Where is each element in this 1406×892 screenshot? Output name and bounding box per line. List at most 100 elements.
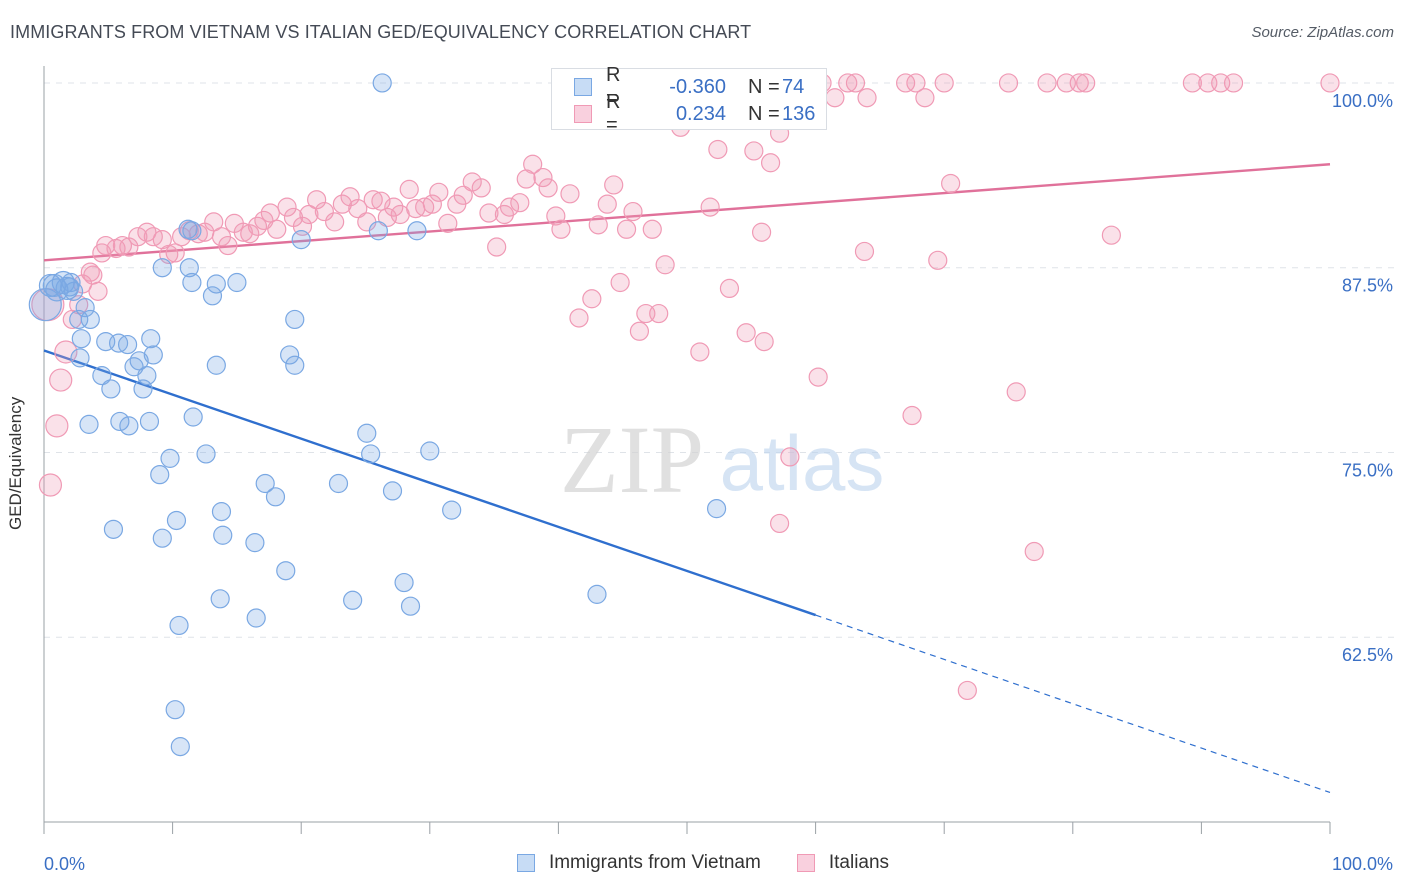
- series-legend: Immigrants from Vietnam Italians: [0, 852, 1406, 874]
- vietnam-point: [372, 73, 392, 93]
- italians-point: [487, 237, 507, 257]
- vietnam-point: [152, 258, 172, 278]
- italians-point: [629, 321, 650, 341]
- italians-point: [604, 175, 624, 195]
- italians-point: [128, 227, 148, 247]
- italians-point: [854, 241, 875, 262]
- vietnam-point: [227, 272, 247, 293]
- italians-point: [538, 178, 558, 198]
- vietnam-point: [706, 499, 727, 519]
- italians-point: [1024, 541, 1044, 562]
- italians-point: [233, 222, 253, 242]
- italians-point: [582, 289, 602, 309]
- italians-point: [45, 414, 69, 438]
- vietnam-point: [179, 258, 199, 278]
- italians-point: [751, 222, 772, 242]
- italians-point: [649, 303, 669, 324]
- data-points: [28, 73, 1340, 757]
- italians-point: [708, 139, 728, 160]
- italians-point: [340, 187, 360, 207]
- vietnam-point: [133, 379, 153, 399]
- italians-point: [277, 197, 297, 217]
- italians-point: [902, 405, 922, 426]
- y-axis-title: GED/Equivalency: [6, 396, 25, 530]
- vietnam-point: [285, 309, 305, 330]
- italians-point: [825, 88, 845, 108]
- italians-point: [499, 197, 520, 217]
- vietnam-point: [280, 345, 300, 365]
- italians-point: [934, 73, 954, 93]
- correlation-legend: R = -0.360 N = 74 R = 0.234 N = 136: [551, 64, 827, 136]
- y-tick-label: 75.0%: [1342, 460, 1393, 480]
- italians-point: [1320, 73, 1340, 93]
- vietnam-point: [75, 298, 95, 318]
- vietnam-point: [61, 272, 81, 293]
- vietnam-point: [92, 366, 112, 386]
- vietnam-point: [285, 355, 305, 375]
- y-tick-label: 100.0%: [1332, 91, 1393, 111]
- italians-point: [80, 262, 100, 282]
- italians-point: [808, 367, 828, 387]
- vietnam-point: [210, 589, 230, 609]
- legend-r-value: 0.234: [675, 102, 726, 125]
- italians-point: [165, 243, 185, 263]
- vietnam-point: [211, 502, 232, 522]
- vietnam-point: [328, 473, 349, 494]
- italians-point: [1101, 225, 1121, 245]
- italians-point: [172, 227, 192, 247]
- vietnam-point: [165, 700, 185, 720]
- italians-point: [363, 190, 383, 210]
- italians-point: [218, 235, 238, 256]
- legend-n-label: N =: [748, 75, 780, 98]
- vietnam-point: [400, 596, 421, 616]
- x-tick-label: 0.0%: [44, 854, 85, 874]
- axes: [43, 66, 1331, 834]
- italians-point: [422, 194, 442, 214]
- tick-labels: 100.0% 87.5% 75.0% 62.5% 0.0% 100.0%: [44, 91, 1393, 874]
- italians-point: [267, 219, 287, 239]
- vietnam-point: [178, 219, 198, 239]
- italians-point: [690, 342, 710, 362]
- watermark-atlas: atlas: [720, 419, 885, 507]
- y-tick-label: 62.5%: [1342, 645, 1393, 665]
- italians-point: [588, 215, 608, 235]
- vietnam-point: [255, 473, 275, 494]
- italians-point: [941, 173, 961, 194]
- vietnam-point: [80, 309, 100, 330]
- vietnam-point: [101, 379, 121, 399]
- legend-n-label: N =: [748, 102, 780, 125]
- vietnam-point: [206, 355, 226, 375]
- legend-swatch-italians: [574, 105, 592, 123]
- vietnam-point: [357, 423, 377, 443]
- italians-point: [314, 201, 334, 222]
- legend-row-italians: R = 0.234 N = 136: [574, 91, 815, 136]
- vietnam-point: [245, 533, 265, 553]
- vietnam-point: [160, 448, 180, 468]
- vietnam-point: [182, 272, 202, 293]
- italians-point: [736, 323, 756, 343]
- chart-title: IMMIGRANTS FROM VIETNAM VS ITALIAN GED/E…: [10, 22, 752, 42]
- italians-point: [299, 204, 319, 225]
- italians-point: [655, 255, 675, 275]
- italians-point: [1069, 73, 1089, 93]
- watermark-zip: ZIP: [560, 406, 704, 513]
- series-legend-vietnam[interactable]: Immigrants from Vietnam: [516, 852, 761, 874]
- italians-point: [510, 193, 530, 213]
- vietnam-point: [343, 590, 363, 610]
- italians-point: [754, 332, 774, 352]
- legend-r-label: R =: [606, 64, 621, 109]
- series-legend-italians[interactable]: Italians: [796, 852, 889, 874]
- vietnam-point: [166, 510, 187, 531]
- vietnam-point: [152, 528, 172, 548]
- vietnam-point: [69, 309, 89, 330]
- vietnam-point: [206, 274, 226, 294]
- vietnam-point: [382, 481, 403, 501]
- italians-point: [307, 190, 327, 210]
- italians-point: [597, 194, 617, 214]
- vietnam-point: [79, 414, 99, 434]
- legend-row-vietnam: R = -0.360 N = 74: [574, 64, 805, 109]
- italians-point: [610, 272, 630, 293]
- legend-n-value: 74: [782, 75, 805, 98]
- italians-point: [384, 197, 404, 217]
